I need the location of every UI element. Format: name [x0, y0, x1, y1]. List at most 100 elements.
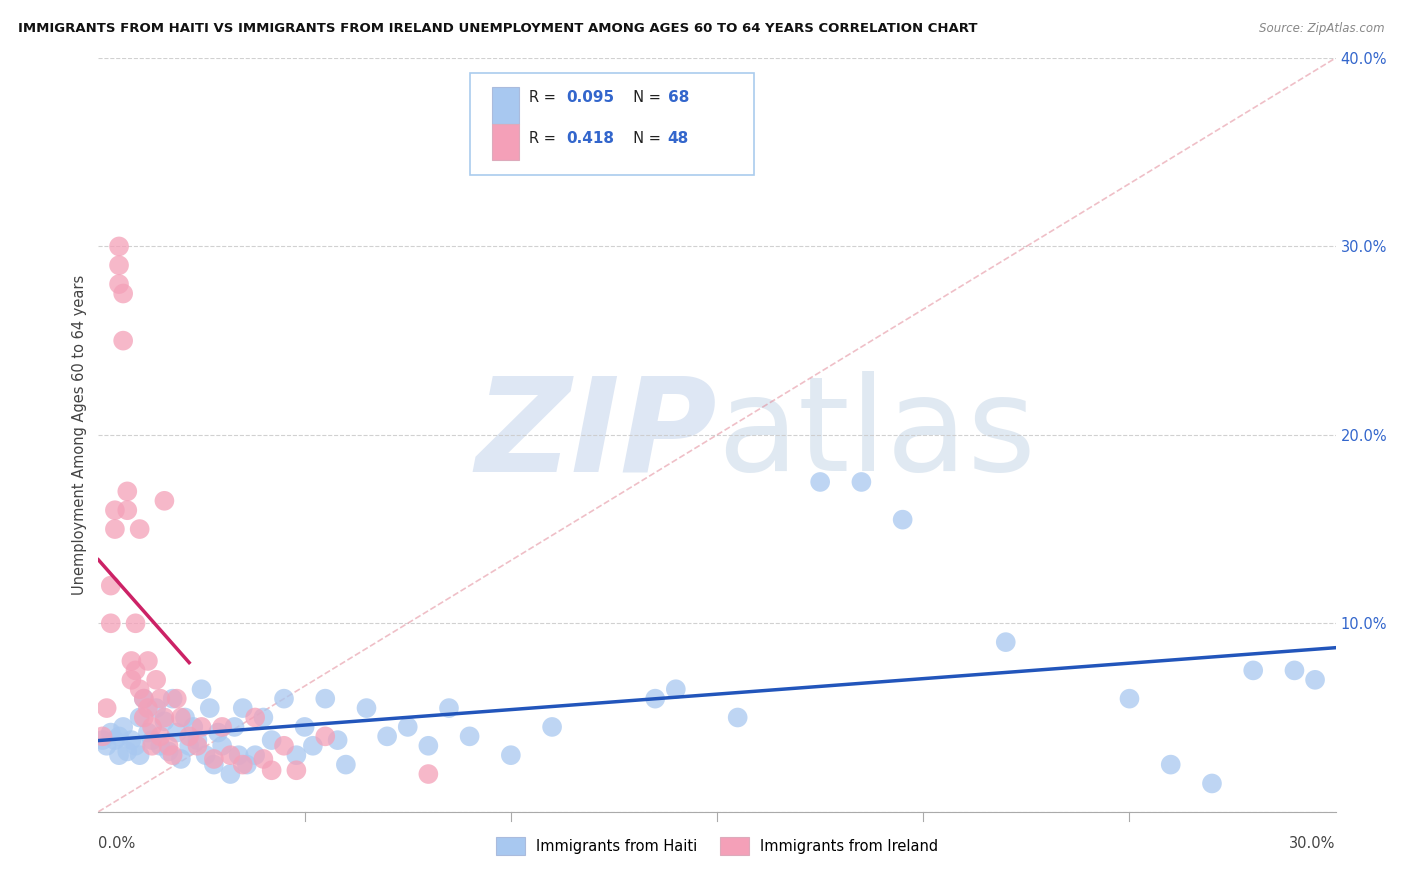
Text: N =: N = — [624, 90, 666, 105]
Point — [166, 691, 188, 706]
Point — [418, 739, 440, 753]
Y-axis label: Unemployment Among Ages 60 to 64 years: Unemployment Among Ages 60 to 64 years — [72, 275, 87, 595]
Point — [117, 484, 139, 499]
Point — [166, 725, 188, 739]
Point — [108, 730, 131, 744]
Point — [499, 748, 522, 763]
Point — [219, 748, 242, 763]
Point — [157, 744, 180, 758]
Point — [112, 334, 135, 348]
Point — [128, 522, 150, 536]
Point — [153, 710, 176, 724]
Point — [211, 739, 233, 753]
Point — [120, 673, 142, 687]
Point — [136, 654, 159, 668]
Point — [124, 616, 146, 631]
Point — [100, 579, 122, 593]
Point — [190, 720, 212, 734]
Point — [162, 748, 184, 763]
Point — [314, 730, 336, 744]
Point — [285, 764, 308, 778]
Text: 68: 68 — [668, 90, 689, 105]
Text: R =: R = — [529, 90, 561, 105]
Point — [302, 739, 325, 753]
Point — [207, 725, 229, 739]
Point — [170, 752, 193, 766]
Point — [396, 720, 419, 734]
Point — [96, 739, 118, 753]
Point — [186, 739, 208, 753]
Point — [132, 710, 155, 724]
Point — [190, 682, 212, 697]
Point — [108, 277, 131, 291]
Point — [157, 739, 180, 753]
Point — [128, 682, 150, 697]
Point — [243, 710, 266, 724]
Point — [132, 691, 155, 706]
Point — [891, 513, 914, 527]
Point — [252, 752, 274, 766]
Point — [141, 720, 163, 734]
Point — [100, 725, 122, 739]
Point — [91, 733, 114, 747]
Point — [326, 733, 349, 747]
Point — [202, 752, 225, 766]
Point — [1118, 691, 1140, 706]
Point — [458, 730, 481, 744]
Text: 0.095: 0.095 — [567, 90, 614, 105]
Point — [808, 475, 831, 489]
Point — [194, 748, 217, 763]
Point — [136, 701, 159, 715]
Bar — [492, 87, 519, 124]
Point — [232, 757, 254, 772]
Point — [1160, 757, 1182, 772]
Point — [285, 748, 308, 763]
Point — [117, 744, 139, 758]
Legend: Immigrants from Haiti, Immigrants from Ireland: Immigrants from Haiti, Immigrants from I… — [489, 831, 945, 861]
Point — [91, 730, 114, 744]
Point — [273, 691, 295, 706]
Point — [418, 767, 440, 781]
Point — [356, 701, 378, 715]
Point — [219, 767, 242, 781]
Point — [851, 475, 873, 489]
Point — [1303, 673, 1326, 687]
Point — [108, 239, 131, 253]
Text: Source: ZipAtlas.com: Source: ZipAtlas.com — [1260, 22, 1385, 36]
Point — [228, 748, 250, 763]
Point — [96, 701, 118, 715]
Bar — [492, 124, 519, 160]
Point — [294, 720, 316, 734]
Point — [665, 682, 688, 697]
FancyBboxPatch shape — [470, 73, 754, 175]
Point — [104, 733, 127, 747]
Point — [994, 635, 1017, 649]
Point — [186, 733, 208, 747]
Point — [117, 503, 139, 517]
Point — [236, 757, 259, 772]
Point — [273, 739, 295, 753]
Text: 48: 48 — [668, 131, 689, 146]
Point — [202, 757, 225, 772]
Point — [260, 764, 283, 778]
Text: IMMIGRANTS FROM HAITI VS IMMIGRANTS FROM IRELAND UNEMPLOYMENT AMONG AGES 60 TO 6: IMMIGRANTS FROM HAITI VS IMMIGRANTS FROM… — [18, 22, 977, 36]
Point — [198, 701, 221, 715]
Point — [181, 720, 204, 734]
Point — [335, 757, 357, 772]
Point — [108, 258, 131, 272]
Point — [162, 691, 184, 706]
Point — [128, 748, 150, 763]
Point — [108, 748, 131, 763]
Point — [145, 673, 167, 687]
Point — [153, 714, 176, 729]
Point — [100, 616, 122, 631]
Point — [232, 701, 254, 715]
Point — [149, 739, 172, 753]
Point — [179, 739, 201, 753]
Point — [132, 691, 155, 706]
Text: R =: R = — [529, 131, 561, 146]
Point — [644, 691, 666, 706]
Text: atlas: atlas — [717, 371, 1036, 499]
Point — [437, 701, 460, 715]
Point — [174, 710, 197, 724]
